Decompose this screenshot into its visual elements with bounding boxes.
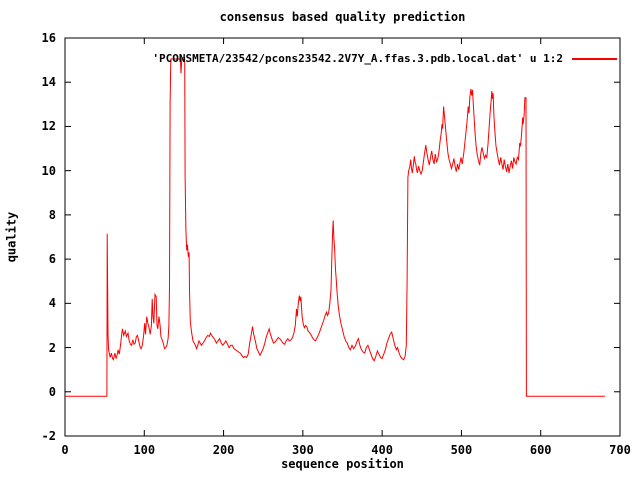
x-tick-label: 400 [371, 443, 393, 457]
x-tick-label: 700 [609, 443, 631, 457]
x-tick-label: 0 [61, 443, 69, 457]
x-tick-label: 500 [450, 443, 473, 457]
axis-ticks [64, 37, 621, 437]
legend-series-label: 'PCONSMETA/23542/pcons23542.2V7Y_A.ffas.… [152, 52, 563, 65]
legend: 'PCONSMETA/23542/pcons23542.2V7Y_A.ffas.… [152, 52, 617, 65]
y-tick-label: 14 [41, 75, 56, 90]
x-tick-label: 200 [212, 443, 235, 457]
y-tick-label: 4 [48, 296, 56, 311]
y-tick-label: -2 [41, 429, 56, 443]
y-tick-label: 12 [41, 119, 56, 134]
x-tick-label: 600 [529, 443, 552, 457]
chart-title: consensus based quality prediction [219, 10, 466, 24]
x-axis-label: sequence position [281, 457, 404, 471]
quality-curve [65, 57, 605, 397]
y-tick-label: 8 [48, 207, 56, 222]
x-tick-label: 300 [292, 443, 314, 457]
legend-line-sample-icon [572, 57, 617, 60]
y-tick-label: 0 [48, 384, 56, 399]
y-axis-label: quality [4, 211, 19, 263]
y-tick-label: 10 [41, 163, 56, 178]
y-tick-label: 6 [48, 252, 56, 267]
y-tick-label: 16 [41, 31, 56, 45]
y-tick-label: 2 [48, 340, 56, 355]
x-tick-label: 100 [133, 443, 156, 457]
plot-border [64, 37, 621, 437]
